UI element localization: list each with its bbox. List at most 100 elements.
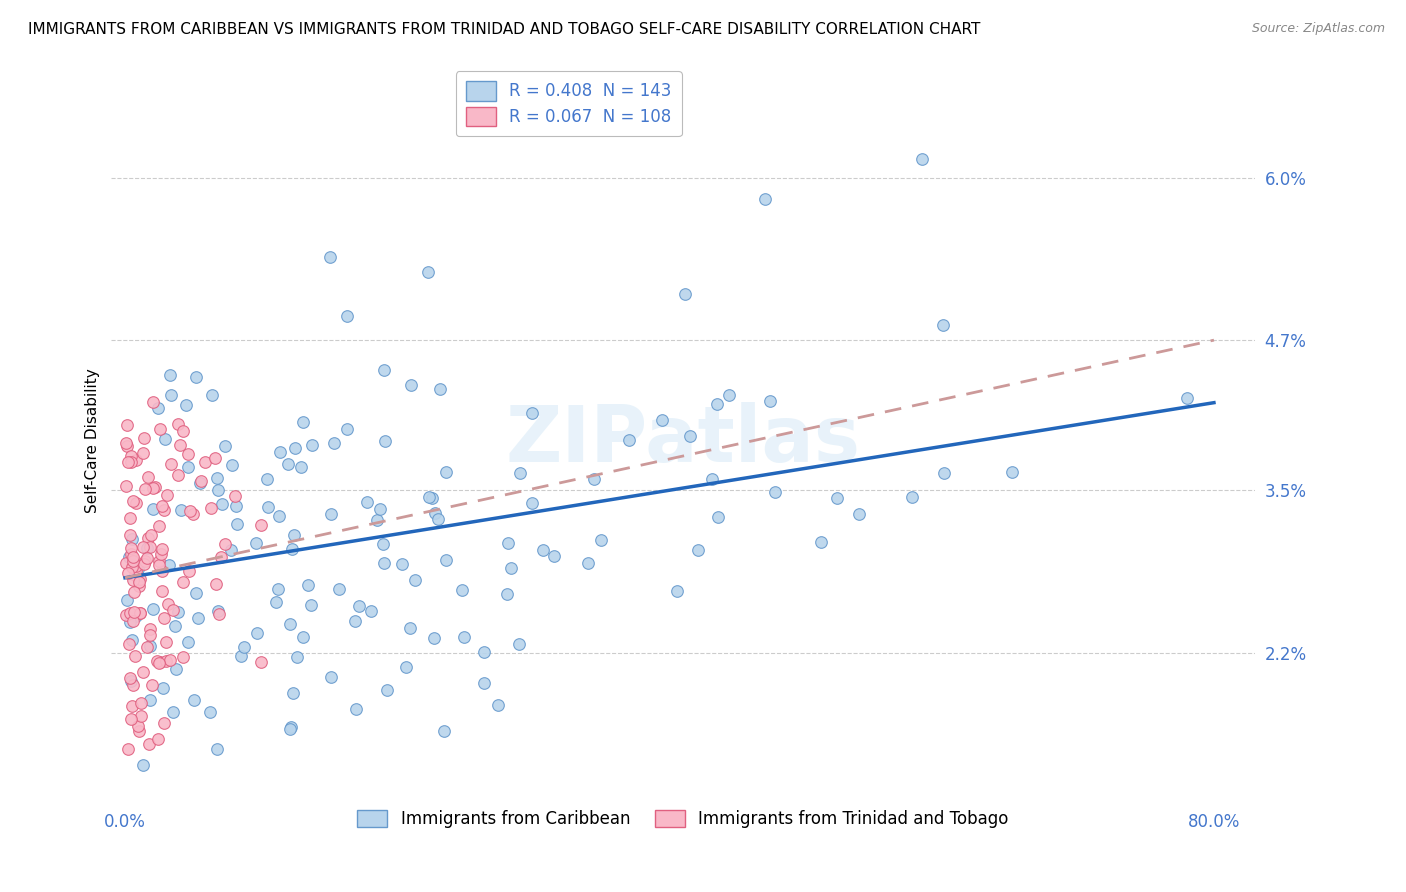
Point [120,455,142,469]
Point [423,632,446,646]
Point [122,550,145,565]
Point [146,654,169,668]
Point [226,517,249,532]
Point [150,499,173,513]
Point [115,556,138,570]
Point [214,537,236,551]
Point [132,558,155,572]
Point [139,640,162,654]
Point [132,540,155,554]
Point [153,715,176,730]
Point [187,610,209,624]
Point [678,429,700,443]
Point [170,503,193,517]
Point [148,519,170,533]
Point [207,483,229,497]
Point [120,541,142,556]
Point [531,543,554,558]
Point [420,491,443,506]
Point [370,502,392,516]
Point [155,635,177,649]
Point [165,662,187,676]
Point [138,737,160,751]
Point [153,432,176,446]
Point [155,654,177,668]
Point [124,558,146,573]
Point [299,598,322,612]
Point [136,531,159,545]
Point [416,265,439,279]
Point [148,558,170,572]
Point [301,438,323,452]
Point [127,719,149,733]
Point [190,474,212,488]
Point [718,388,741,402]
Point [391,557,413,571]
Point [160,457,183,471]
Point [499,560,522,574]
Point [250,656,273,670]
Point [434,553,457,567]
Point [120,712,142,726]
Point [932,318,955,332]
Point [399,621,422,635]
Point [139,540,162,554]
Point [290,459,312,474]
Point [291,415,314,429]
Point [245,536,267,550]
Point [121,699,143,714]
Point [153,611,176,625]
Point [172,650,194,665]
Point [127,561,149,575]
Point [219,542,242,557]
Point [1175,391,1198,405]
Point [183,692,205,706]
Point [146,731,169,746]
Y-axis label: Self-Care Disability: Self-Care Disability [86,368,100,513]
Point [688,542,710,557]
Point [848,507,870,521]
Point [160,387,183,401]
Point [117,439,139,453]
Point [153,503,176,517]
Point [122,614,145,628]
Point [142,501,165,516]
Point [205,471,228,485]
Point [221,458,243,473]
Point [120,671,142,685]
Point [673,287,696,301]
Point [374,434,396,449]
Point [120,547,142,561]
Point [150,583,173,598]
Point [149,422,172,436]
Point [173,425,195,439]
Point [142,481,165,495]
Point [128,723,150,738]
Point [229,648,252,663]
Point [156,488,179,502]
Point [651,413,673,427]
Point [186,370,208,384]
Point [932,466,955,480]
Point [188,475,211,490]
Point [120,673,142,688]
Point [209,549,232,564]
Point [543,549,565,563]
Point [264,595,287,609]
Point [118,549,141,564]
Point [139,693,162,707]
Point [211,497,233,511]
Point [114,435,136,450]
Point [117,418,139,433]
Point [117,742,139,756]
Point [122,605,145,619]
Point [122,494,145,508]
Point [169,437,191,451]
Point [176,447,198,461]
Point [509,466,531,480]
Point [135,550,157,565]
Point [204,450,226,465]
Point [204,576,226,591]
Point [129,696,152,710]
Text: Source: ZipAtlas.com: Source: ZipAtlas.com [1251,22,1385,36]
